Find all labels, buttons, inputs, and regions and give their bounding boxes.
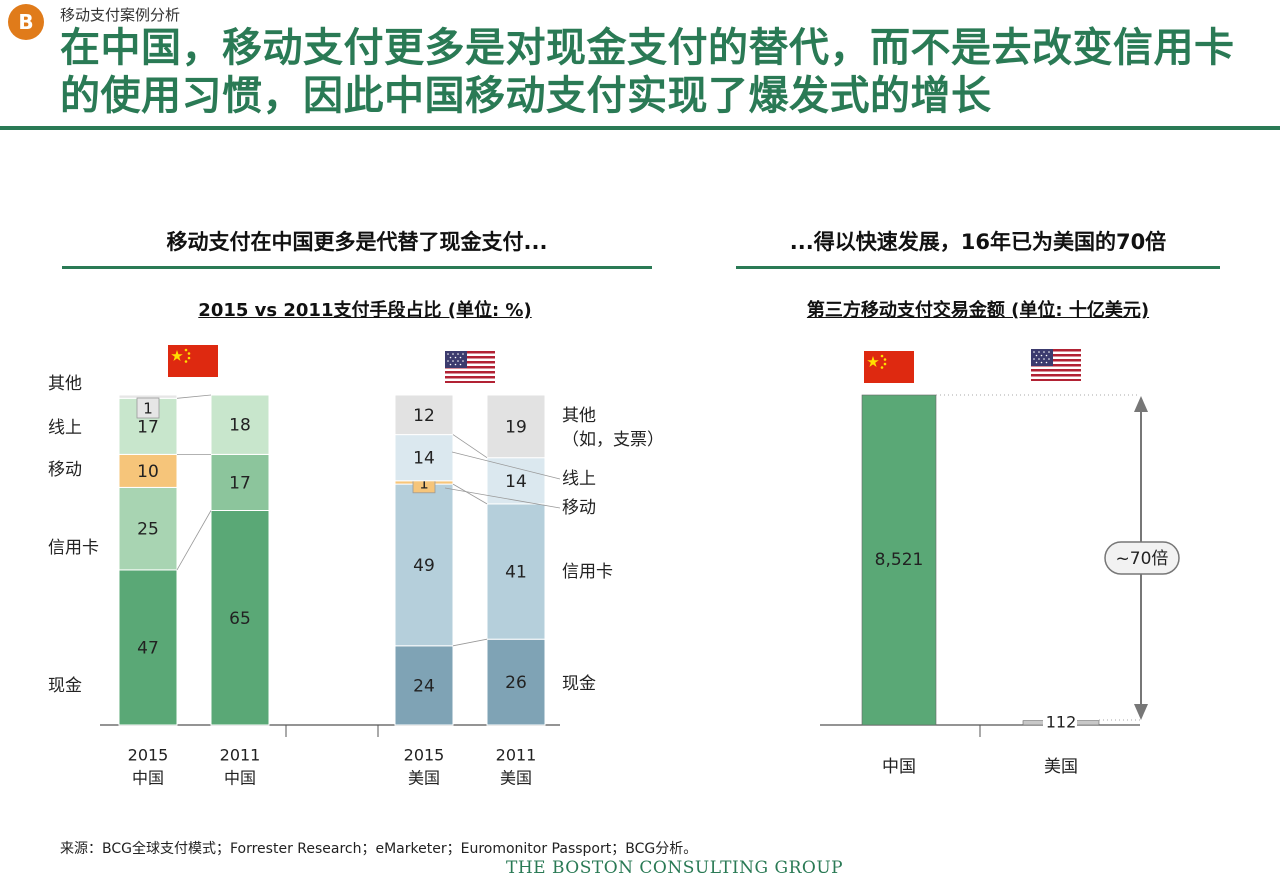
x-tick-label: 中国 (224, 769, 256, 788)
bar-segment (394, 645, 454, 726)
bar-segment (118, 569, 178, 726)
data-label: 14 (505, 472, 527, 492)
connector-line (452, 638, 488, 647)
data-label-box (136, 397, 160, 419)
legend-label: 其他 (48, 374, 82, 394)
legend-label: 线上 (48, 418, 82, 438)
x-tick-label: 美国 (500, 769, 532, 788)
data-label: 19 (505, 417, 527, 437)
data-label: 1 (143, 400, 153, 418)
left-subtitle: 移动支付在中国更多是代替了现金支付... (166, 230, 548, 254)
x-tick-label: 美国 (408, 769, 440, 788)
legend-label: 现金 (48, 676, 82, 696)
data-label: 26 (505, 673, 527, 693)
connector-line (176, 394, 212, 399)
left-chart-title: 2015 vs 2011支付手段占比 (单位: %) (198, 300, 532, 321)
legend-label: 线上 (562, 469, 596, 489)
bar-segment (486, 638, 546, 726)
section-badge: B (8, 4, 44, 40)
bar-segment (210, 394, 270, 455)
bar-segment (118, 486, 178, 571)
bar-segment (394, 483, 454, 647)
x-tick-label: 中国 (882, 757, 916, 777)
section-label: 移动支付案例分析 (60, 6, 181, 24)
legend-label: （如，支票） (562, 430, 664, 450)
x-tick-label: 2011 (496, 746, 537, 765)
bar-segment (486, 457, 546, 505)
x-tick-label: 2015 (128, 746, 169, 765)
data-label: 12 (413, 406, 435, 426)
us-flag-icon (445, 351, 495, 383)
bar-segment (486, 394, 546, 459)
arrow-head-up-icon (1134, 396, 1148, 412)
us-flag-icon (1031, 349, 1081, 381)
payment-share-chart: 4725101712015中国6517182011中国2449114122015… (48, 374, 664, 788)
source-note: 来源：BCG全球支付模式；Forrester Research；eMarkete… (60, 841, 698, 857)
bar-segment (118, 453, 178, 488)
legend-label: 移动 (562, 498, 596, 518)
data-label: 8,521 (875, 550, 924, 570)
legend-label: 其他 (562, 406, 596, 426)
bar (861, 394, 937, 726)
right-chart-title: 第三方移动支付交易金额 (单位: 十亿美元) (806, 300, 1150, 321)
right-subtitle-rule (736, 266, 1220, 269)
connector-line (176, 510, 212, 571)
x-tick-label: 2011 (220, 746, 261, 765)
x-tick-label: 中国 (132, 769, 164, 788)
data-label: 17 (137, 417, 159, 437)
leader-line (444, 487, 561, 509)
data-label: 47 (137, 638, 159, 658)
mobile-volume-chart: 中国 美国 8,521 112 ~70倍 (861, 394, 1180, 777)
left-subtitle-rule (62, 266, 652, 269)
ratio-annotation: ~70倍 (1116, 549, 1169, 569)
data-label: 14 (413, 449, 435, 469)
connector-line (452, 483, 488, 505)
title-divider (0, 126, 1280, 130)
legend-label: 现金 (562, 674, 596, 694)
china-flag-icon (168, 345, 218, 377)
legend-label: 信用卡 (562, 562, 613, 582)
connector-line (452, 434, 488, 459)
china-flag-icon (864, 351, 914, 383)
data-label: 17 (229, 473, 251, 493)
x-tick-label: 2015 (404, 746, 445, 765)
bcg-logo: THE BOSTON CONSULTING GROUP (506, 858, 844, 878)
ratio-annotation-pill (1104, 541, 1180, 575)
legend-label: 移动 (48, 460, 82, 480)
data-label-bg (1043, 713, 1077, 733)
data-label: 10 (137, 462, 159, 482)
bar-segment (394, 394, 454, 436)
data-label: 18 (229, 416, 251, 436)
data-label: 25 (137, 520, 159, 540)
data-label: 24 (413, 676, 435, 696)
right-subtitle: ...得以快速发展，16年已为美国的70倍 (789, 230, 1167, 254)
bar-segment (210, 453, 270, 511)
leader-line (451, 451, 561, 480)
legend-label: 信用卡 (48, 538, 99, 558)
data-label: 1 (419, 474, 429, 492)
data-label: 65 (229, 609, 251, 629)
page-title: 在中国，移动支付更多是对现金支付的替代，而不是去改变信用卡的使用习惯，因此中国移… (60, 25, 1235, 119)
arrow-head-down-icon (1134, 704, 1148, 720)
data-label: 112 (1046, 713, 1077, 732)
data-label: 49 (413, 556, 435, 576)
data-label: 41 (505, 563, 527, 583)
bar-segment (210, 510, 270, 726)
x-tick-label: 美国 (1044, 757, 1078, 777)
